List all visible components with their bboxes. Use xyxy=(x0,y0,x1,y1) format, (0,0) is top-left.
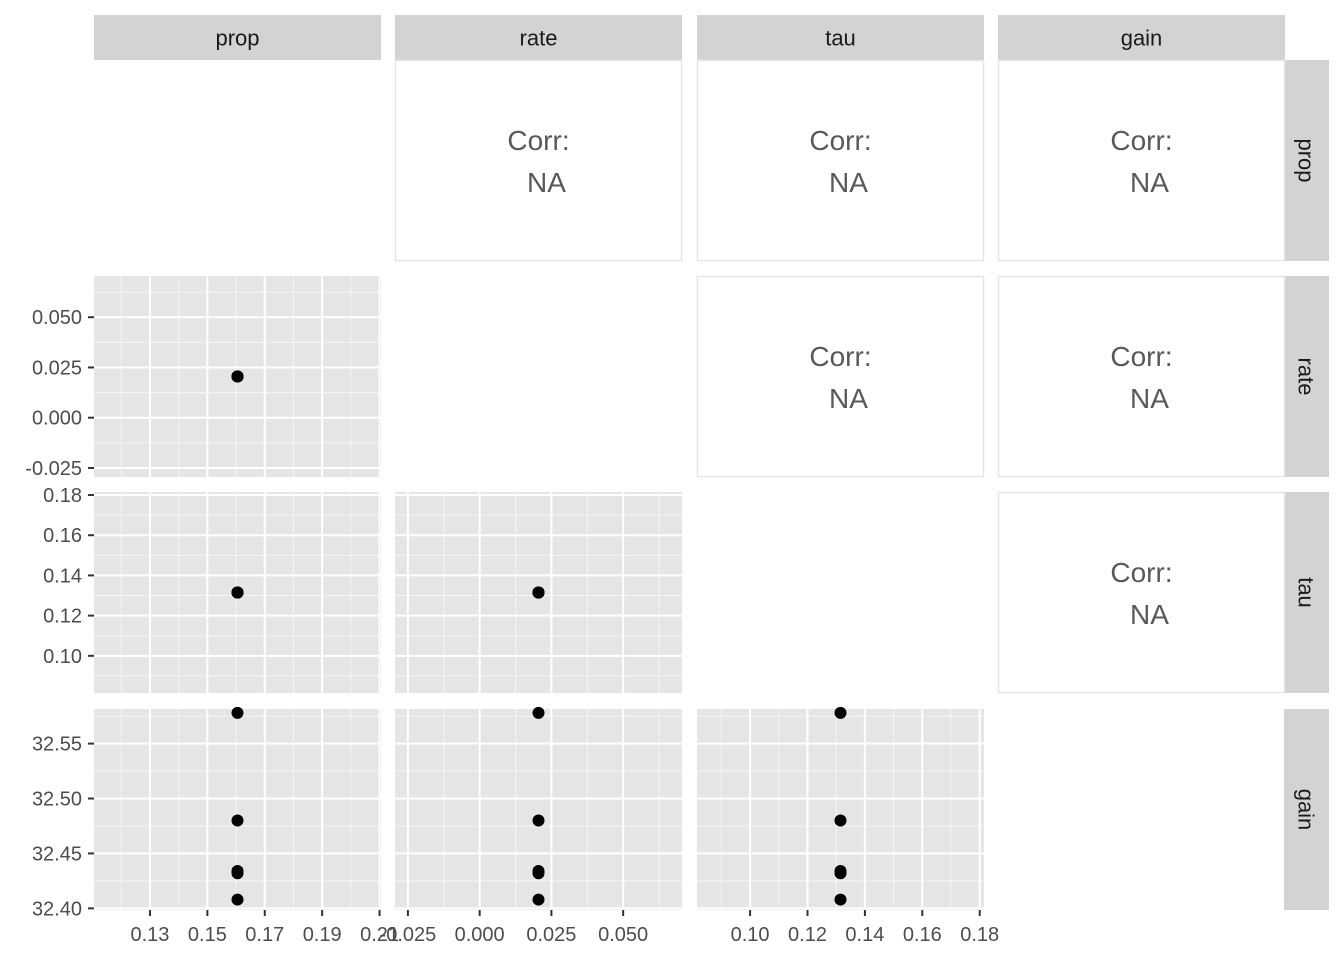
strip-top-tau xyxy=(697,15,984,60)
data-point xyxy=(231,814,244,827)
scatter-panel-gain-tau xyxy=(697,709,984,910)
x-tick-label: -0.025 xyxy=(380,924,437,946)
x-tick-label: 0.15 xyxy=(188,924,227,946)
data-point xyxy=(834,814,847,827)
y-tick-label: 0.16 xyxy=(43,525,82,547)
corr-value: NA xyxy=(1130,599,1169,630)
data-point xyxy=(231,586,244,599)
y-tick-label: 0.050 xyxy=(32,307,82,329)
corr-panel-tau-gain xyxy=(997,491,1286,694)
y-tick-label: 0.14 xyxy=(43,565,82,587)
x-tick-label: 0.21 xyxy=(360,924,399,946)
corr-label: Corr: xyxy=(1110,341,1172,372)
y-tick-label: 0.10 xyxy=(43,646,82,668)
corr-panel-prop-gain xyxy=(997,59,1286,262)
x-tick-label: 0.18 xyxy=(960,924,999,946)
strip-right-label-tau: tau xyxy=(1294,577,1319,608)
corr-label: Corr: xyxy=(1110,557,1172,588)
strip-right-label-rate: rate xyxy=(1294,358,1319,396)
x-tick-label: 0.14 xyxy=(845,924,884,946)
strip-top-label-gain: gain xyxy=(1121,26,1163,51)
x-tick-label: 0.16 xyxy=(903,924,942,946)
y-tick-label: 32.50 xyxy=(32,789,82,811)
corr-panel-prop-tau xyxy=(696,59,985,262)
x-tick-label: 0.12 xyxy=(788,924,827,946)
y-tick-label: 0.000 xyxy=(32,408,82,430)
y-tick-label: 32.55 xyxy=(32,734,82,756)
y-tick-label: 0.025 xyxy=(32,357,82,379)
x-tick-label: 0.050 xyxy=(598,924,648,946)
corr-panel-prop-rate xyxy=(394,59,683,262)
corr-value: NA xyxy=(829,383,868,414)
corr-label: Corr: xyxy=(809,125,871,156)
data-point xyxy=(834,706,847,719)
strip-right-label-prop: prop xyxy=(1294,138,1319,182)
data-point xyxy=(231,865,244,878)
strip-top-label-prop: prop xyxy=(215,26,259,51)
corr-value: NA xyxy=(829,167,868,198)
scatter-panel-gain-rate xyxy=(395,709,682,910)
strip-right-label-gain: gain xyxy=(1294,789,1319,831)
strip-right-rate xyxy=(1284,276,1329,477)
x-tick-label: 0.13 xyxy=(130,924,169,946)
y-tick-label: 32.40 xyxy=(32,898,82,920)
corr-panel-rate-tau xyxy=(696,275,985,478)
corr-value: NA xyxy=(527,167,566,198)
strip-top-prop xyxy=(94,15,381,60)
data-point xyxy=(532,893,545,906)
data-point xyxy=(532,814,545,827)
y-tick-label: 0.18 xyxy=(43,485,82,507)
data-point xyxy=(231,893,244,906)
strip-right-tau xyxy=(1284,492,1329,693)
corr-label: Corr: xyxy=(507,125,569,156)
data-point xyxy=(834,865,847,878)
data-point xyxy=(834,893,847,906)
strip-top-label-tau: tau xyxy=(825,26,856,51)
data-point xyxy=(532,706,545,719)
corr-label: Corr: xyxy=(809,341,871,372)
corr-label: Corr: xyxy=(1110,125,1172,156)
strip-right-gain xyxy=(1284,709,1329,910)
strip-top-rate xyxy=(395,15,682,60)
strip-top-label-rate: rate xyxy=(520,26,558,51)
corr-value: NA xyxy=(1130,167,1169,198)
y-tick-label: 32.45 xyxy=(32,843,82,865)
x-tick-label: 0.025 xyxy=(526,924,576,946)
scatter-panel-gain-prop xyxy=(94,709,381,910)
data-point xyxy=(231,706,244,719)
corr-value: NA xyxy=(1130,383,1169,414)
x-tick-label: 0.19 xyxy=(303,924,342,946)
data-point xyxy=(231,370,244,383)
y-tick-label: 0.12 xyxy=(43,606,82,628)
strip-top-gain xyxy=(998,15,1285,60)
x-tick-label: 0.000 xyxy=(455,924,505,946)
corr-panel-rate-gain xyxy=(997,275,1286,478)
strip-right-prop xyxy=(1284,60,1329,261)
x-tick-label: 0.10 xyxy=(731,924,770,946)
y-tick-label: -0.025 xyxy=(25,458,82,480)
data-point xyxy=(532,586,545,599)
x-tick-label: 0.17 xyxy=(245,924,284,946)
data-point xyxy=(532,865,545,878)
